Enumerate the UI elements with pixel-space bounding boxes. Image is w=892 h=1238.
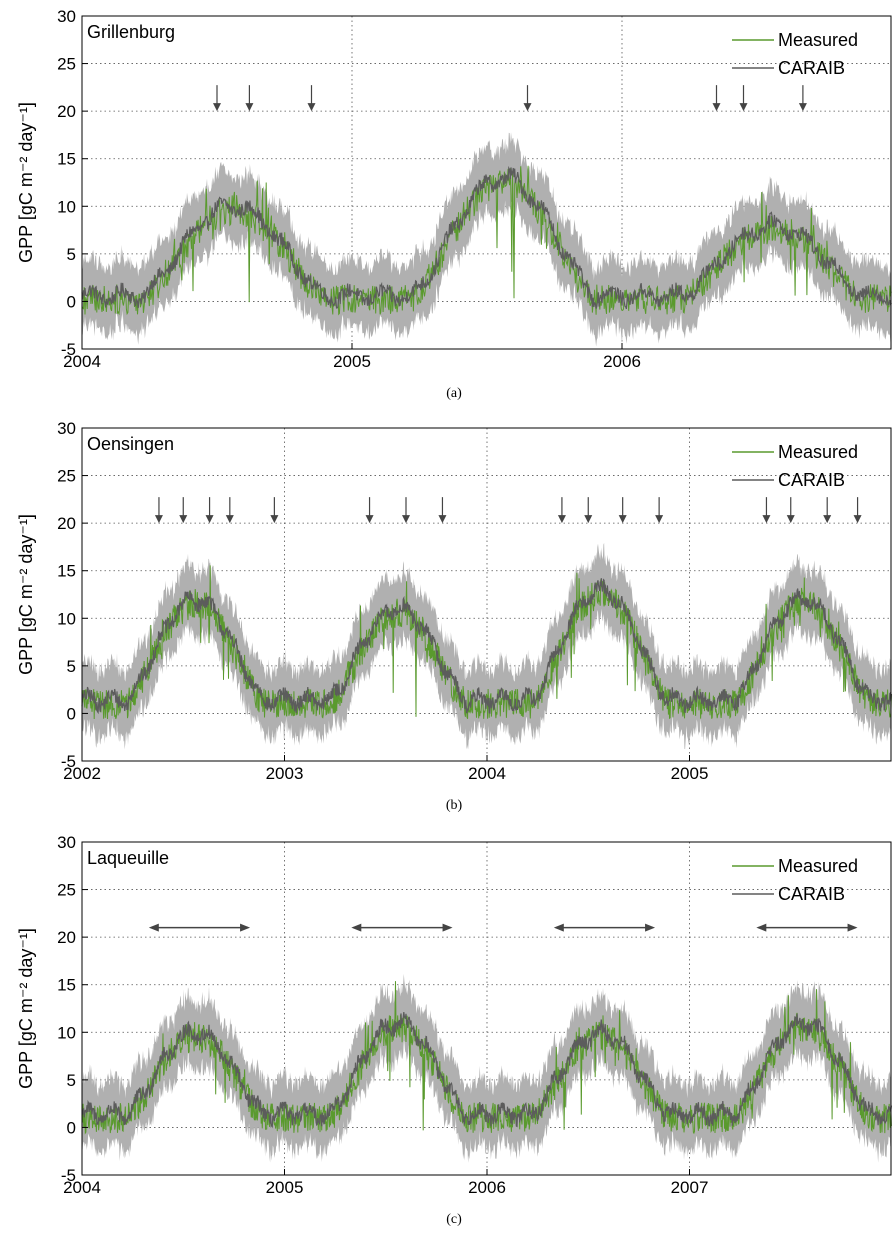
down-arrow: [270, 497, 279, 524]
y-tick-label: 25: [57, 467, 76, 486]
panel-caption: (b): [446, 798, 463, 813]
y-tick-label: 15: [57, 976, 76, 995]
down-arrow: [225, 497, 234, 524]
legend-label-caraib: CARAIB: [778, 884, 845, 904]
legend-label-measured: Measured: [778, 30, 858, 50]
y-tick-label: 10: [57, 1023, 76, 1042]
x-tick-label: 2003: [266, 764, 304, 783]
x-tick-label: 2002: [63, 764, 101, 783]
y-tick-label: 30: [57, 833, 76, 852]
down-arrow: [853, 497, 862, 524]
down-arrow: [307, 85, 316, 112]
panel-caption: (a): [446, 386, 462, 401]
down-arrow: [523, 85, 532, 112]
down-arrow: [205, 497, 214, 524]
y-axis-label: GPP [gC m⁻² day⁻¹]: [16, 514, 36, 675]
down-arrow: [557, 497, 566, 524]
down-arrow: [798, 85, 807, 112]
y-tick-label: -5: [61, 340, 76, 359]
y-tick-label: 20: [57, 102, 76, 121]
series-measured: [81, 981, 892, 1135]
down-arrow: [179, 497, 188, 524]
down-arrow: [365, 497, 374, 524]
y-tick-label: 5: [67, 1071, 76, 1090]
down-arrow: [584, 497, 593, 524]
x-tick-label: 2005: [333, 352, 371, 371]
caraib-uncertainty-band: [82, 542, 892, 750]
y-tick-label: 25: [57, 881, 76, 900]
event-markers: [213, 85, 807, 112]
x-tick-label: 2004: [63, 1178, 101, 1197]
y-tick-label: 0: [67, 292, 76, 311]
down-arrow: [245, 85, 254, 112]
down-arrow: [762, 497, 771, 524]
y-tick-label: 25: [57, 55, 76, 74]
down-arrow: [786, 497, 795, 524]
series-caraib: [81, 165, 892, 310]
y-tick-label: 0: [67, 1118, 76, 1137]
x-tick-label: 2005: [266, 1178, 304, 1197]
y-tick-label: 30: [57, 7, 76, 26]
legend-label-caraib: CARAIB: [778, 58, 845, 78]
y-tick-label: 0: [67, 704, 76, 723]
series-caraib: [81, 1012, 892, 1129]
legend-label-caraib: CARAIB: [778, 470, 845, 490]
x-tick-label: 2005: [671, 764, 709, 783]
down-arrow: [655, 497, 664, 524]
site-name: Oensingen: [87, 434, 174, 454]
y-tick-label: -5: [61, 752, 76, 771]
chart-oensingen: -5 0 5 10 15 20 25 30 2002 2003 2004 2005 GPP [gC m⁻…: [16, 419, 892, 813]
chart-grillenburg: -5 0 5 10 15 20 25 30 2004 2005 2006 GPP [gC m⁻² da…: [16, 7, 892, 401]
x-tick-label: 2006: [468, 1178, 506, 1197]
event-markers: [154, 497, 862, 524]
series-measured: [81, 565, 892, 720]
y-tick-label: 30: [57, 419, 76, 438]
panel-caption: (c): [446, 1212, 462, 1227]
caraib-uncertainty-band: [82, 132, 892, 347]
site-name: Grillenburg: [87, 22, 175, 42]
down-arrow: [402, 497, 410, 524]
range-arrow: [351, 923, 453, 932]
x-tick-label: 2004: [63, 352, 101, 371]
down-arrow: [438, 497, 447, 524]
y-tick-label: 15: [57, 562, 76, 581]
series-caraib: [81, 578, 892, 715]
plot-frame: [81, 15, 892, 350]
event-markers: [148, 923, 858, 932]
down-arrow: [618, 497, 627, 524]
y-axis-label: GPP [gC m⁻² day⁻¹]: [16, 102, 36, 263]
range-arrow: [148, 923, 251, 932]
x-tick-label: 2006: [603, 352, 641, 371]
y-tick-label: 15: [57, 150, 76, 169]
legend-label-measured: Measured: [778, 856, 858, 876]
site-name: Laqueuille: [87, 848, 169, 868]
y-axis-label: GPP [gC m⁻² day⁻¹]: [16, 928, 36, 1089]
y-tick-label: 20: [57, 928, 76, 947]
range-arrow: [553, 923, 656, 932]
down-arrow: [712, 85, 721, 112]
down-arrow: [154, 497, 163, 524]
x-tick-label: 2004: [468, 764, 506, 783]
legend-label-measured: Measured: [778, 442, 858, 462]
y-tick-label: 5: [67, 657, 76, 676]
y-tick-label: 20: [57, 514, 76, 533]
legend: Measured CARAIB: [732, 442, 858, 490]
y-tick-label: 10: [57, 609, 76, 628]
down-arrow: [823, 497, 832, 524]
legend: Measured CARAIB: [732, 856, 858, 904]
y-tick-label: 10: [57, 197, 76, 216]
down-arrow: [739, 85, 748, 112]
y-tick-label: -5: [61, 1166, 76, 1185]
down-arrow: [213, 85, 221, 112]
chart-laqueuille: -5 0 5 10 15 20 25 30 2004 2005 2006 2007 GPP [gC m⁻…: [16, 833, 892, 1227]
legend: Measured CARAIB: [732, 30, 858, 78]
range-arrow: [756, 923, 858, 932]
x-tick-label: 2007: [671, 1178, 709, 1197]
y-tick-label: 5: [67, 245, 76, 264]
